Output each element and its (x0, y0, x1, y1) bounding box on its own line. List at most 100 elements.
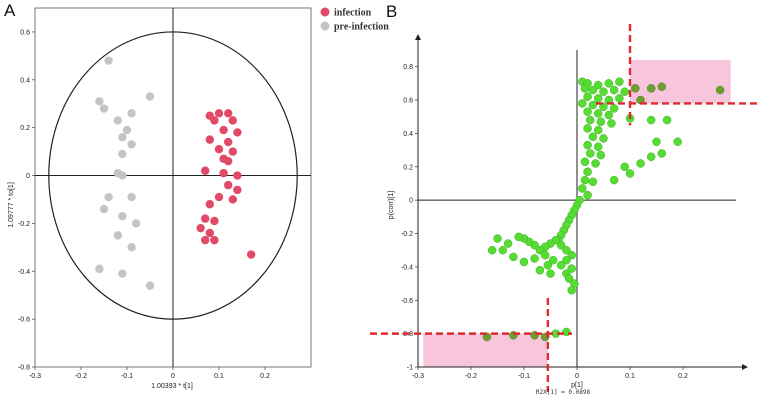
chart-b-point (609, 175, 619, 185)
chart-b-point (657, 149, 667, 158)
chart-a-point-infection (224, 156, 233, 166)
chart-a-point-infection (224, 180, 233, 190)
chart-a-point-infection (233, 185, 242, 195)
chart-a-point-pre-infection (95, 264, 104, 274)
chart-b-xtick-label: -0.2 (465, 373, 477, 380)
chart-a-point-infection (205, 200, 214, 209)
chart-b-point (607, 119, 616, 128)
chart-a-point-pre-infection (132, 219, 141, 228)
chart-a-point-pre-infection (127, 243, 136, 252)
chart-b-point (715, 85, 725, 95)
chart-b-xtick-label: 0.2 (678, 373, 688, 380)
chart-a-point-infection (201, 214, 210, 223)
chart-b-point (530, 254, 539, 263)
chart-a-ytick-label: -0.2 (18, 221, 30, 228)
chart-b-ytick-label: -1 (407, 365, 413, 372)
chart-b-point (599, 87, 608, 96)
chart-a-ytick-label: 0 (26, 173, 30, 180)
chart-b-point (583, 190, 592, 200)
chart-b-xtick-label: 0 (575, 373, 579, 380)
chart-a-ytick-label: 0.2 (20, 125, 30, 132)
chart-b-point (596, 150, 606, 160)
chart-a-point-infection (210, 235, 219, 245)
chart-a-point-pre-infection (118, 269, 127, 278)
chart-b-point (625, 169, 635, 178)
chart-b-point (583, 167, 592, 177)
chart-b-ytick-label: 0.8 (403, 64, 413, 71)
chart-a-point-infection (214, 145, 224, 154)
chart-b-ytick-label: 0.4 (403, 131, 413, 138)
chart-a-point-infection (228, 116, 237, 125)
chart-b-point (509, 252, 518, 262)
chart-b-ytick-label: -0.4 (401, 264, 413, 271)
legend-swatch (320, 7, 330, 17)
chart-a-point-pre-infection (113, 231, 123, 240)
chart-b-point (593, 94, 603, 103)
chart-a-point-pre-infection (145, 92, 155, 101)
chart-b-point (583, 107, 592, 116)
chart-b-point (562, 245, 571, 255)
chart-b-point (586, 149, 595, 158)
chart-a-point-pre-infection (104, 56, 113, 65)
chart-a-point-infection (233, 128, 242, 137)
chart-a-point-infection (247, 250, 256, 259)
chart-a-point-pre-infection (99, 204, 109, 214)
legend-label: infection (334, 8, 372, 19)
chart-b-point (562, 255, 571, 265)
chart-b-point (604, 110, 614, 120)
chart-b-marks: -0.3 -0.2 -0.1 0 0.1 0.2 0.8 0.6 0.4 0.2 0 -0.2 -0.4… (370, 24, 760, 392)
chart-b-point (596, 117, 606, 126)
chart-a-point-pre-infection (118, 171, 127, 180)
chart-b-point (588, 177, 598, 187)
chart-b-point (593, 125, 603, 135)
chart-b-ylabel: p(corr)[1] (388, 191, 395, 219)
chart-b-point (652, 137, 661, 147)
chart-a-point-infection (210, 116, 219, 125)
chart-b-point (657, 82, 667, 91)
chart-a-point-pre-infection (95, 97, 104, 106)
chart-b-point (673, 137, 682, 147)
chart-a-xtick-label: -0.1 (121, 373, 133, 380)
chart-a-xtick-label: 0 (171, 373, 175, 380)
chart-a-confidence-ellipse (48, 31, 298, 320)
chart-a-point-infection (201, 235, 210, 245)
chart-b-point (636, 159, 645, 168)
chart-b-ytick-label: -0.2 (401, 231, 413, 238)
chart-b-y-arrow (415, 34, 421, 40)
chart-b-point (546, 269, 555, 278)
chart-b-ytick-label: 0.6 (403, 98, 413, 105)
chart-a-marks: -0.3 -0.2 -0.1 0 0.1 0.2 0.6 0.4 0.2 0 -0.2 -0.4 -0.… (18, 7, 312, 380)
chart-b-s-plot: -0.3 -0.2 -0.1 0 0.1 0.2 0.8 0.6 0.4 0.2 0 -0.2 -0.4… (370, 24, 760, 396)
chart-a-point-pre-infection (118, 212, 127, 221)
chart-b-point (567, 286, 576, 295)
chart-b-point (567, 250, 576, 260)
chart-a-point-infection (228, 147, 237, 156)
chart-b-point (535, 265, 545, 275)
chart-b-point (646, 115, 656, 125)
chart-b-xtick-label: -0.1 (518, 373, 530, 380)
chart-a-point-infection (224, 109, 233, 118)
chart-a-point-infection (214, 192, 224, 202)
chart-b-point (487, 245, 497, 255)
chart-b-point (588, 100, 598, 110)
chart-b-ytick-label: -0.6 (401, 298, 413, 305)
chart-a-point-pre-infection (118, 149, 127, 159)
chart-b-point (556, 260, 566, 270)
chart-b-point (535, 245, 545, 255)
chart-b-point (503, 239, 513, 248)
chart-b-point (615, 94, 624, 103)
chart-b-point (583, 140, 592, 150)
chart-a-point-pre-infection (127, 192, 136, 202)
chart-a-ytick-label: -0.4 (18, 269, 30, 276)
chart-a-point-infection (205, 228, 214, 238)
chart-b-point (662, 115, 672, 125)
chart-a-point-pre-infection (113, 116, 123, 125)
chart-a-point-infection (210, 216, 219, 226)
legend-swatch (320, 21, 330, 31)
chart-b-point (583, 124, 592, 133)
chart-a-point-pre-infection (122, 125, 132, 135)
chart-b-xlabel: p[1] (571, 382, 583, 389)
chart-b-point (498, 245, 508, 255)
chart-b-point (609, 104, 619, 113)
chart-b-point (519, 257, 529, 267)
